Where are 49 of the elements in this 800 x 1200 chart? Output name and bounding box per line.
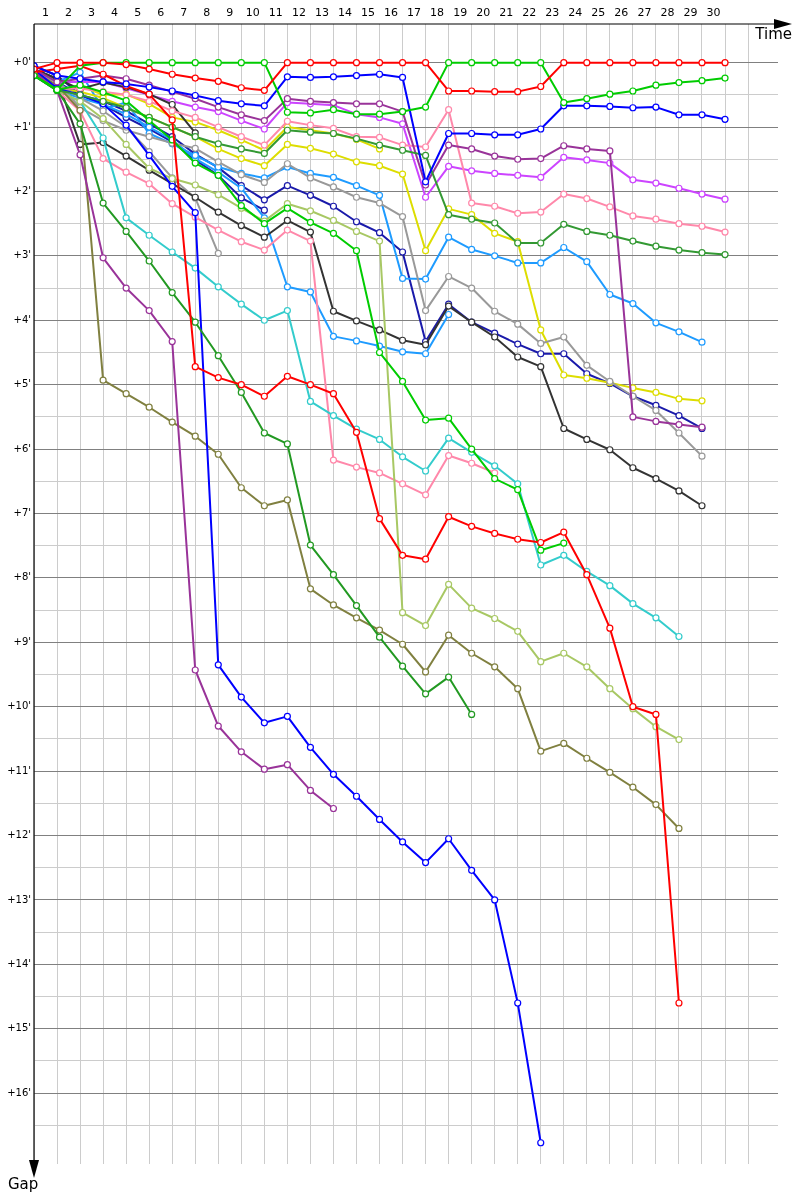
y-tick-label: +0' [13,56,31,68]
y-tick-label: +14' [7,957,31,969]
x-tick-label: 9 [226,6,234,20]
x-tick-label: 18 [430,6,445,20]
y-tick-label: +12' [7,829,31,841]
x-tick-label: 13 [314,6,329,20]
x-tick-label: 3 [88,6,96,20]
x-tick-label: 29 [683,6,698,20]
y-tick-label: +4' [13,313,31,325]
x-tick-label: 12 [291,6,306,20]
x-tick-label: 21 [499,6,514,20]
y-axis-title: Gap [8,1175,39,1194]
y-tick-label: +2' [13,185,31,197]
y-tick-label: +6' [13,442,31,454]
x-tick-label: 14 [337,6,352,20]
x-tick-label: 23 [545,6,560,20]
x-tick-label: 16 [384,6,399,20]
y-tick-label: +8' [13,571,31,583]
y-tick-label: +5' [13,378,31,390]
x-tick-label: 26 [614,6,629,20]
y-tick-label: +16' [7,1086,31,1098]
x-tick-label: 19 [453,6,468,20]
x-tick-label: 20 [476,6,491,20]
y-tick-label: +15' [7,1022,31,1034]
x-tick-label: 5 [134,6,142,20]
x-tick-label: 17 [407,6,422,20]
x-axis-title: Time [754,25,792,44]
x-tick-label: 1 [42,6,50,20]
x-tick-label: 4 [111,6,119,20]
x-tick-label: 22 [522,6,537,20]
y-tick-label: +10' [7,700,31,712]
x-tick-label: 15 [360,6,375,20]
x-tick-label: 28 [660,6,675,20]
x-tick-label: 7 [180,6,188,20]
y-tick-label: +1' [13,120,31,132]
x-tick-label: 6 [157,6,165,20]
y-tick-label: +7' [13,507,31,519]
y-tick-label: +3' [13,249,31,261]
x-tick-label: 24 [568,6,583,20]
x-tick-label: 10 [245,6,260,20]
x-tick-label: 30 [706,6,721,20]
x-tick-label: 2 [65,6,73,20]
y-tick-label: +13' [7,893,31,905]
y-tick-label: +11' [7,764,31,776]
x-tick-label: 8 [203,6,211,20]
x-tick-label: 11 [268,6,283,20]
x-tick-label: 27 [637,6,652,20]
x-tick-label: 25 [591,6,606,20]
y-tick-label: +9' [13,635,31,647]
